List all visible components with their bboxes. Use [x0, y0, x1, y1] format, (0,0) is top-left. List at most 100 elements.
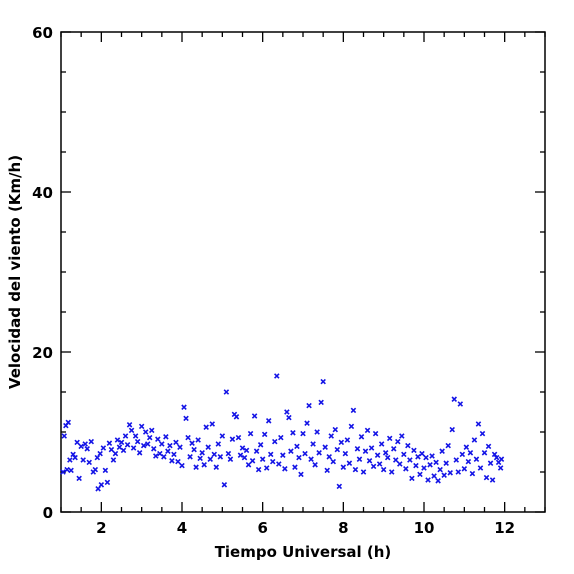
data-point — [298, 471, 304, 478]
data-point — [225, 450, 232, 457]
data-point — [441, 472, 447, 478]
data-point — [362, 448, 369, 454]
data-point — [114, 437, 121, 443]
data-point — [243, 447, 250, 454]
x-tick-label: 4 — [177, 519, 187, 537]
data-point — [497, 465, 504, 471]
data-point — [481, 450, 488, 456]
data-point — [419, 450, 425, 457]
data-point — [292, 464, 298, 470]
data-point — [177, 444, 183, 450]
data-point — [491, 451, 498, 458]
data-point — [411, 447, 417, 454]
data-point — [306, 402, 312, 409]
data-point — [163, 434, 169, 440]
data-point — [72, 454, 78, 461]
data-point — [215, 441, 222, 447]
data-point — [267, 451, 274, 458]
data-point — [300, 430, 306, 437]
data-point — [138, 423, 145, 430]
data-point — [304, 420, 310, 426]
data-point — [233, 414, 240, 420]
data-point — [348, 423, 355, 430]
data-point — [278, 434, 284, 441]
data-point — [352, 466, 359, 473]
data-point — [155, 436, 161, 442]
data-point — [370, 463, 377, 470]
data-point — [94, 454, 101, 461]
data-point — [151, 446, 157, 452]
data-point — [134, 438, 141, 445]
data-point — [374, 452, 381, 458]
data-point — [112, 450, 119, 457]
data-point — [417, 471, 423, 478]
data-point — [92, 466, 99, 473]
data-point — [217, 454, 224, 460]
y-tick-label: 0 — [43, 504, 53, 522]
data-point — [171, 451, 177, 458]
data-point — [140, 442, 147, 449]
data-point — [467, 450, 474, 456]
data-point — [397, 461, 403, 467]
data-point — [366, 458, 373, 464]
data-point — [356, 456, 363, 462]
data-point — [142, 429, 149, 435]
data-point — [334, 446, 341, 453]
data-point — [82, 441, 88, 447]
data-point — [421, 465, 427, 471]
data-point — [259, 456, 266, 462]
data-point — [409, 475, 415, 482]
data-point — [193, 464, 199, 470]
data-point — [469, 470, 476, 477]
data-point — [489, 477, 496, 483]
data-point — [386, 435, 393, 442]
data-point — [384, 454, 391, 461]
x-axis-label: Tiempo Universal (h) — [215, 543, 392, 561]
data-point — [183, 415, 189, 422]
data-point — [219, 433, 226, 439]
data-point — [148, 427, 155, 434]
data-point — [100, 445, 107, 451]
data-point — [64, 466, 70, 473]
data-point — [457, 401, 464, 407]
data-point — [74, 439, 80, 446]
data-point — [265, 418, 272, 424]
data-point — [181, 404, 187, 410]
data-point — [245, 462, 252, 468]
data-point — [235, 434, 242, 441]
data-point — [479, 430, 486, 437]
data-point — [358, 434, 365, 440]
data-point — [60, 469, 66, 475]
data-point — [223, 389, 230, 395]
data-point — [302, 450, 308, 457]
data-point — [84, 446, 90, 452]
data-point — [447, 470, 453, 476]
data-point — [364, 427, 371, 434]
data-point — [405, 442, 411, 449]
data-point — [102, 467, 109, 474]
data-point — [86, 459, 92, 466]
data-point — [249, 458, 256, 464]
data-point — [276, 461, 282, 467]
data-point — [431, 473, 437, 479]
data-point — [443, 460, 449, 466]
data-point — [189, 440, 195, 446]
data-point — [290, 430, 296, 436]
data-point — [399, 433, 405, 439]
data-point — [439, 448, 445, 454]
data-point — [372, 430, 379, 437]
data-point — [286, 414, 292, 421]
data-point — [255, 466, 262, 473]
data-point — [393, 457, 399, 463]
x-tick-label: 10 — [414, 519, 435, 537]
data-point — [380, 466, 387, 473]
data-point — [104, 479, 111, 486]
data-point — [144, 441, 151, 447]
data-point — [455, 469, 462, 475]
data-point — [173, 439, 179, 446]
data-point — [308, 456, 314, 462]
data-point — [425, 477, 431, 483]
data-point — [288, 448, 294, 454]
data-point — [209, 421, 216, 427]
